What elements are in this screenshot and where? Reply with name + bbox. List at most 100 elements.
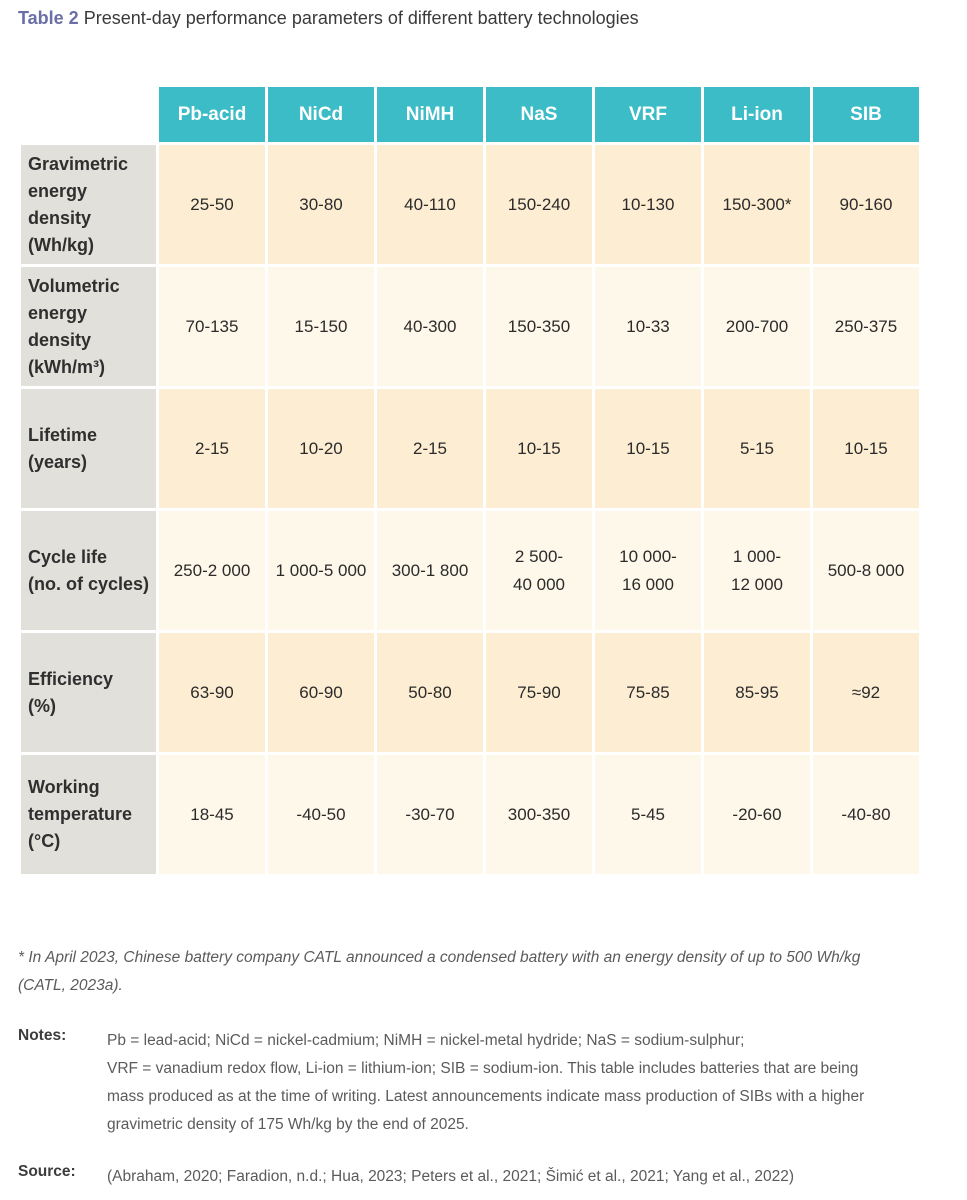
table-cell: 40-300 bbox=[374, 264, 486, 389]
cell-line: 60-90 bbox=[299, 682, 343, 702]
column-header: Pb-acid bbox=[156, 84, 268, 145]
cell-line: -40-80 bbox=[841, 804, 891, 824]
row-header: Gravimetric energy density (Wh/kg) bbox=[18, 142, 159, 267]
table-cell: 25-50 bbox=[156, 142, 268, 267]
cell-line: 10-130 bbox=[621, 194, 675, 214]
notes-line: gravimetric density of 175 Wh/kg by the … bbox=[107, 1116, 469, 1133]
table-cell: 10-15 bbox=[810, 386, 922, 511]
table-row: Efficiency (%) 63-90 60-90 50-80 75-90 75-85 85… bbox=[18, 630, 922, 755]
table-row: Gravimetric energy density (Wh/kg) 25-50 30-8… bbox=[18, 142, 922, 267]
table-row: Lifetime (years) 2-15 10-20 2-15 10-15 10-15 5-… bbox=[18, 386, 922, 511]
row-header-line: (years) bbox=[28, 451, 88, 472]
table-cell: 1 000- 12 000 bbox=[701, 508, 813, 633]
table-cell: 300-1 800 bbox=[374, 508, 486, 633]
footnote-line: * In April 2023, Chinese battery company… bbox=[18, 949, 861, 966]
cell-line: 50-80 bbox=[408, 682, 452, 702]
notes-line: mass produced as at the time of writing.… bbox=[107, 1088, 865, 1105]
row-header-line: Gravimetric bbox=[28, 153, 129, 174]
table-number: Table 2 bbox=[18, 8, 79, 28]
footnote: * In April 2023, Chinese battery company… bbox=[18, 944, 933, 1000]
table-cell: 10-15 bbox=[483, 386, 595, 511]
cell-line: 40-110 bbox=[404, 194, 456, 214]
notes-line: Pb = lead-acid; NiCd = nickel-cadmium; N… bbox=[107, 1032, 745, 1049]
cell-line: 75-90 bbox=[517, 682, 561, 702]
column-header: SIB bbox=[810, 84, 922, 145]
row-header-line: (Wh/kg) bbox=[28, 234, 94, 255]
table-row: Working temperature (°C) 18-45 -40-50 -30-70 3… bbox=[18, 752, 922, 877]
row-header-line: (°C) bbox=[28, 831, 61, 851]
table-cell: 63-90 bbox=[156, 630, 268, 755]
cell-line: 12 000 bbox=[731, 574, 783, 594]
cell-line: 10 000- bbox=[619, 546, 677, 566]
source-label: Source: bbox=[18, 1163, 76, 1180]
table-cell: 5-45 bbox=[592, 752, 704, 877]
cell-line: 30-80 bbox=[299, 194, 343, 214]
table-cell: 500-8 000 bbox=[810, 508, 922, 633]
row-header-line: density bbox=[28, 329, 92, 350]
table-cell: 75-85 bbox=[592, 630, 704, 755]
table-cell: 10-33 bbox=[592, 264, 704, 389]
table-body: Gravimetric energy density (Wh/kg) 25-50 30-8… bbox=[18, 142, 922, 877]
table-cell: 60-90 bbox=[265, 630, 377, 755]
header-row: Pb-acid NiCd NiMH NaS VRF Li-ion SIB bbox=[18, 84, 922, 145]
row-header: Lifetime (years) bbox=[18, 386, 159, 511]
cell-line: -40-50 bbox=[296, 804, 346, 824]
table-cell: 85-95 bbox=[701, 630, 813, 755]
row-header-line: energy bbox=[28, 302, 88, 323]
cell-line: 70-135 bbox=[185, 316, 239, 336]
cell-line: 10-15 bbox=[517, 438, 561, 458]
table-cell: 2 500- 40 000 bbox=[483, 508, 595, 633]
cell-line: 1 000-5 000 bbox=[275, 560, 367, 580]
cell-line: -30-70 bbox=[405, 804, 455, 824]
cell-line: 40-300 bbox=[403, 316, 457, 336]
table-cell: 150-300* bbox=[701, 142, 813, 267]
table-cell: 50-80 bbox=[374, 630, 486, 755]
table-cell: 10-130 bbox=[592, 142, 704, 267]
table-cell: 2-15 bbox=[374, 386, 486, 511]
row-header-line: (kWh/m³) bbox=[28, 356, 105, 377]
cell-line: 90-160 bbox=[839, 194, 893, 214]
cell-line: 1 000- bbox=[732, 546, 782, 566]
table-row: Volumetric energy density (kWh/m³) 70-135 15-… bbox=[18, 264, 922, 389]
battery-parameters-table: Pb-acid NiCd NiMH NaS VRF Li-ion SIB Gra… bbox=[18, 84, 922, 877]
row-header: Cycle life (no. of cycles) bbox=[18, 508, 159, 633]
column-header: NiCd bbox=[265, 84, 377, 145]
row-header-line: temperature bbox=[28, 804, 133, 824]
table-caption: Table 2 Present-day performance paramete… bbox=[18, 8, 639, 29]
row-header-line: energy bbox=[28, 180, 88, 201]
table-cell: 30-80 bbox=[265, 142, 377, 267]
corner-cell bbox=[18, 84, 159, 145]
cell-line: 10-20 bbox=[299, 438, 343, 458]
cell-line: 40 000 bbox=[513, 574, 565, 594]
cell-line: ≈92 bbox=[851, 682, 881, 702]
cell-line: 250-2 000 bbox=[173, 560, 251, 580]
row-header-line: Volumetric bbox=[28, 275, 120, 296]
table-cell: 300-350 bbox=[483, 752, 595, 877]
row-header-line: Lifetime bbox=[28, 424, 98, 445]
cell-line: -20-60 bbox=[732, 804, 782, 824]
cell-line: 200-700 bbox=[725, 316, 789, 336]
cell-line: 2 500- bbox=[514, 546, 564, 566]
table-title: Present-day performance parameters of di… bbox=[83, 8, 639, 28]
column-header: VRF bbox=[592, 84, 704, 145]
table-cell: -20-60 bbox=[701, 752, 813, 877]
table-cell: -30-70 bbox=[374, 752, 486, 877]
row-header-line: Efficiency bbox=[28, 668, 114, 689]
table-cell: 5-15 bbox=[701, 386, 813, 511]
row-header-line: density bbox=[28, 207, 92, 228]
footnote-line: (CATL, 2023a). bbox=[18, 977, 123, 994]
table-cell: 10 000- 16 000 bbox=[592, 508, 704, 633]
table-cell: 200-700 bbox=[701, 264, 813, 389]
row-header-line: (%) bbox=[28, 695, 56, 716]
cell-line: 300-1 800 bbox=[391, 560, 469, 580]
cell-line: 300-350 bbox=[507, 804, 571, 824]
cell-line: 150-300* bbox=[722, 194, 792, 214]
cell-line: 2-15 bbox=[194, 438, 230, 458]
column-header: Li-ion bbox=[701, 84, 813, 145]
table-cell: 2-15 bbox=[156, 386, 268, 511]
cell-line: 75-85 bbox=[626, 682, 670, 702]
row-header: Efficiency (%) bbox=[18, 630, 159, 755]
column-header: NiMH bbox=[374, 84, 486, 145]
cell-line: 16 000 bbox=[622, 574, 674, 594]
column-header: NaS bbox=[483, 84, 595, 145]
